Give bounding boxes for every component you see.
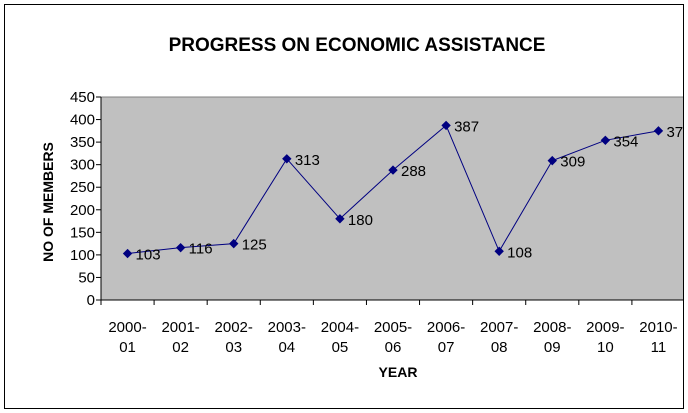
data-point-marker xyxy=(547,155,557,166)
y-tick-label: 0 xyxy=(87,292,95,309)
x-tick-label: 2010-11 xyxy=(639,319,677,356)
x-tick-label: 2004-05 xyxy=(321,319,359,356)
data-label: 309 xyxy=(560,154,585,171)
data-label: 313 xyxy=(295,152,320,169)
data-point-marker xyxy=(175,242,186,253)
plot-area xyxy=(100,96,683,301)
y-tick-label: 350 xyxy=(70,134,95,151)
x-tick-label: 2000-01 xyxy=(108,319,146,356)
data-point-marker xyxy=(122,248,133,259)
data-label: 103 xyxy=(136,247,161,264)
data-label: 108 xyxy=(507,244,532,261)
y-tick-label: 50 xyxy=(78,269,95,286)
x-tick-label: 2001-02 xyxy=(161,319,199,356)
y-axis-title: NO OF MEMBERS xyxy=(40,142,56,262)
x-tick-label: 2009-10 xyxy=(586,319,624,356)
chart-title: PROGRESS ON ECONOMIC ASSISTANCE xyxy=(169,35,546,56)
x-tick-label: 2003-04 xyxy=(268,319,306,356)
data-point-marker xyxy=(229,238,239,249)
data-label: 125 xyxy=(242,237,267,254)
data-point-marker xyxy=(653,126,664,136)
data-point-marker xyxy=(494,246,504,256)
data-point-marker xyxy=(600,135,611,146)
data-label: 180 xyxy=(348,212,373,229)
data-label: 375 xyxy=(666,124,684,141)
x-axis-title: YEAR xyxy=(379,364,418,380)
data-label: 354 xyxy=(613,133,638,150)
data-label: 288 xyxy=(401,163,426,180)
data-markers-group xyxy=(122,120,664,259)
x-tick-label: 2008-09 xyxy=(533,319,571,356)
y-axis: 0 50 100 150 200 250 300 350 400 450 xyxy=(70,89,102,309)
data-label: 116 xyxy=(189,241,213,258)
y-tick-label: 250 xyxy=(70,179,95,196)
x-tick-label: 2002-03 xyxy=(215,319,253,356)
x-axis: 2000-01 2001-02 2002-03 2003-04 2004-05 2005-… xyxy=(100,299,683,356)
data-point-marker xyxy=(282,154,292,164)
data-point-marker xyxy=(335,214,345,224)
data-label: 387 xyxy=(454,118,479,135)
x-tick-label: 2007-08 xyxy=(480,319,518,356)
y-tick-label: 400 xyxy=(70,112,95,129)
x-tick-label: 2006-07 xyxy=(427,319,465,356)
line-chart: PROGRESS ON ECONOMIC ASSISTANCE 0 50 100 15… xyxy=(40,35,684,380)
y-tick-label: 150 xyxy=(70,224,95,241)
x-tick-label: 2005-06 xyxy=(374,319,412,356)
y-tick-label: 300 xyxy=(70,157,95,174)
chart-container: PROGRESS ON ECONOMIC ASSISTANCE 0 50 100 15… xyxy=(4,4,684,409)
y-tick-label: 450 xyxy=(70,89,95,106)
y-tick-label: 200 xyxy=(70,202,95,219)
data-point-marker xyxy=(441,120,451,131)
data-point-marker xyxy=(388,165,398,175)
y-tick-label: 100 xyxy=(70,247,95,264)
data-labels-group: 103 116 125 313 180 288 387 108 309 354 375 xyxy=(136,118,684,264)
